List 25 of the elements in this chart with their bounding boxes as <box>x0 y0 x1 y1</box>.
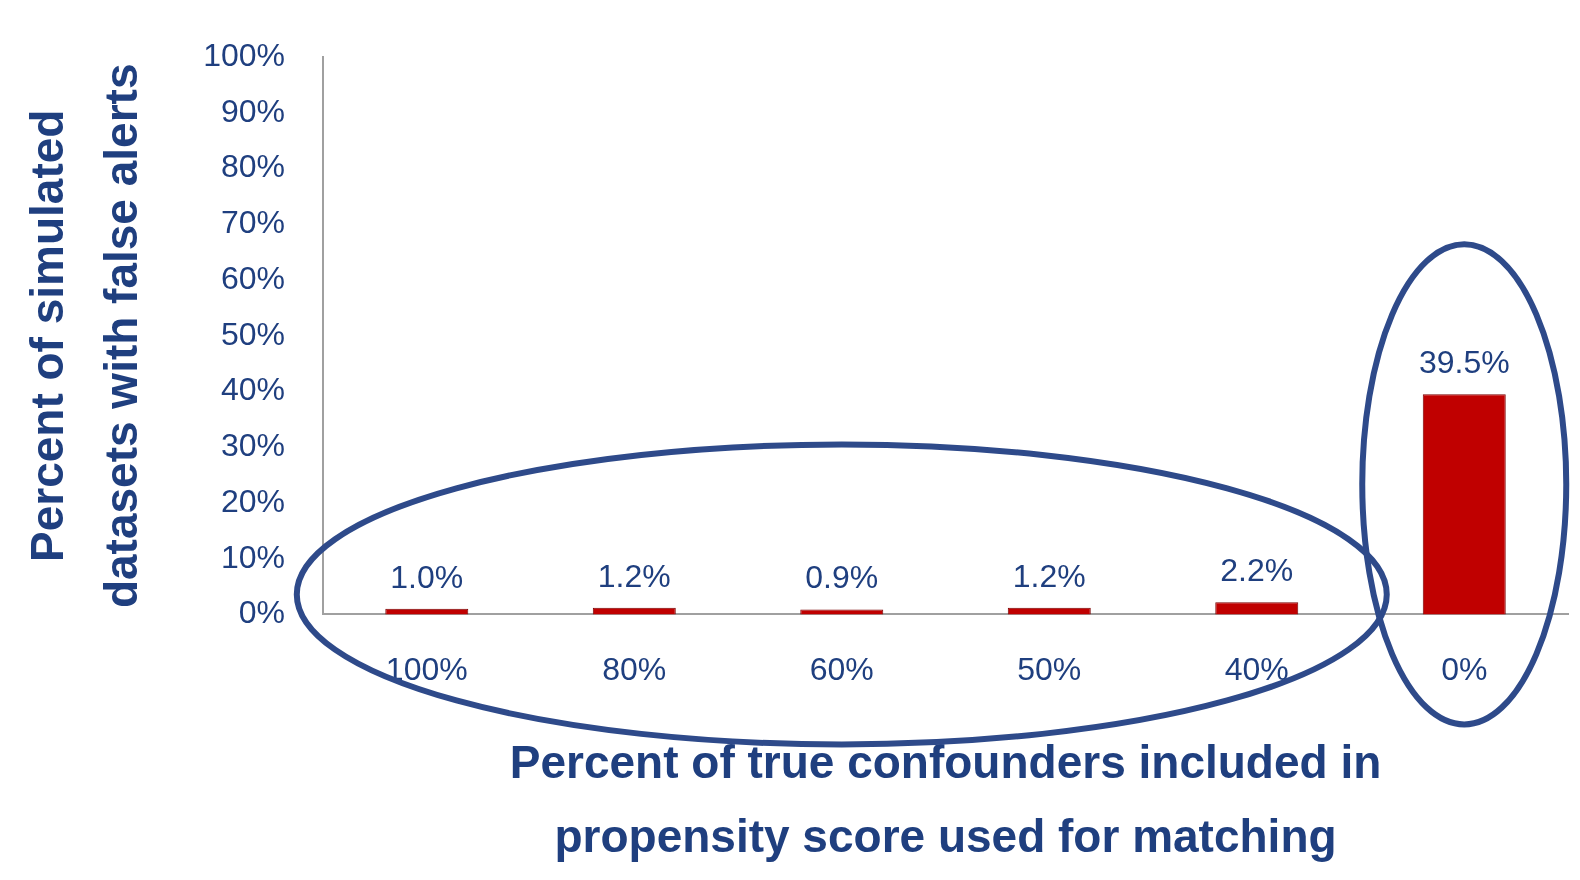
data-label: 39.5% <box>1418 344 1510 381</box>
x-tick-label: 50% <box>1017 651 1082 688</box>
data-label: 2.2% <box>1220 551 1294 588</box>
x-tick-label: 40% <box>1224 651 1289 688</box>
y-tick-label: 60% <box>221 259 286 296</box>
y-tick-label: 80% <box>221 148 286 185</box>
y-tick-label: 50% <box>221 315 286 352</box>
y-tick-label: 20% <box>221 482 286 519</box>
y-tick-label: 100% <box>203 37 286 74</box>
data-label: 1.2% <box>1012 557 1086 594</box>
y-tick-label: 0% <box>238 594 286 631</box>
y-tick-label: 40% <box>221 371 286 408</box>
data-label: 1.2% <box>597 557 671 594</box>
data-label: 1.0% <box>390 558 464 595</box>
x-axis-title: Percent of true confounders included in propensity score used for matching <box>509 736 1382 862</box>
y-axis-title: Percent of simulated datasets with false alerts <box>21 63 148 609</box>
data-label: 0.9% <box>805 559 879 596</box>
y-tick-label: 10% <box>221 538 286 575</box>
x-tick-label: 100% <box>385 651 468 688</box>
x-tick-label: 80% <box>602 651 667 688</box>
y-tick-label: 90% <box>221 92 286 129</box>
y-tick-label: 30% <box>221 427 286 464</box>
x-tick-label: 0% <box>1441 651 1488 688</box>
x-tick-label: 60% <box>809 651 874 688</box>
y-tick-label: 70% <box>221 204 286 241</box>
